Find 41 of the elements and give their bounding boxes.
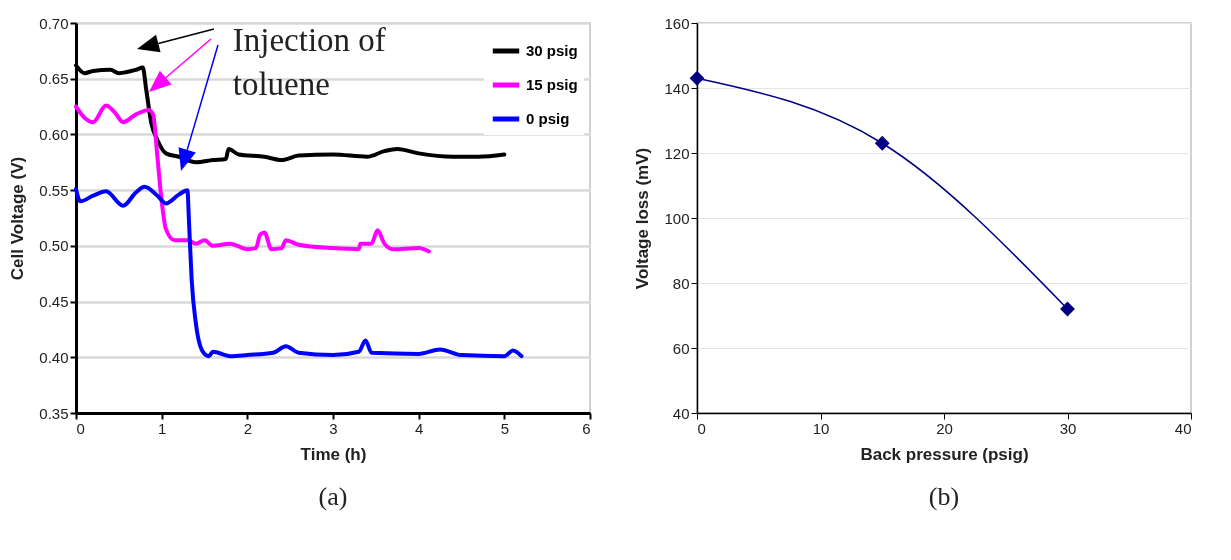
x-tick-label: 30	[1059, 419, 1077, 437]
x-tick-label: 40	[1174, 419, 1192, 437]
x-tick-label: 1	[157, 419, 167, 437]
y-tick-label: 140	[664, 79, 690, 97]
x-axis-title: Time (h)	[300, 444, 367, 464]
line-series	[74, 103, 431, 254]
text: (b)	[928, 482, 960, 511]
x-tick-label: 6	[582, 419, 591, 437]
y-tick-label: 60	[672, 339, 690, 357]
x-tick-label: 0	[76, 419, 85, 437]
legend-label: 15 psig	[526, 76, 578, 93]
y-tick-label: 80	[672, 274, 690, 292]
y-tick-label: 0.55	[39, 181, 69, 199]
y-axis-title: Cell Voltage (V)	[8, 156, 28, 281]
point	[689, 70, 705, 86]
legend-label: 30 psig	[526, 42, 578, 59]
point	[874, 135, 890, 151]
y-tick-label: 0.45	[39, 293, 69, 311]
annotation: Injection of toluene	[232, 22, 386, 102]
text: (a)	[318, 482, 348, 511]
y-tick-label: 40	[672, 404, 690, 422]
x-tick-label: 20	[936, 419, 953, 437]
x-tick-label: 10	[812, 419, 830, 437]
y-tick-label: 0.70	[39, 14, 69, 32]
x-tick-label: 4	[414, 419, 424, 437]
y-tick-label: 120	[664, 144, 690, 162]
y-tick-label: 100	[664, 209, 690, 227]
legend-label: 0 psig	[526, 110, 570, 127]
y-tick-label: 0.50	[39, 237, 69, 255]
y-tick-label: 160	[664, 14, 690, 32]
x-tick-label: 0	[697, 419, 706, 437]
y-tick-label: 0.65	[39, 70, 69, 88]
x-axis-title: Back pressure (psig)	[860, 444, 1029, 464]
y-tick-label: 0.35	[39, 404, 69, 422]
line-series	[74, 184, 524, 359]
y-axis-title: Voltage loss (mV)	[633, 147, 653, 290]
y-tick-label: 0.60	[39, 125, 69, 143]
x-tick-label: 3	[329, 419, 338, 437]
y-tick-label: 0.40	[39, 348, 69, 366]
x-tick-label: 2	[243, 419, 253, 437]
x-tick-label: 5	[500, 419, 510, 437]
